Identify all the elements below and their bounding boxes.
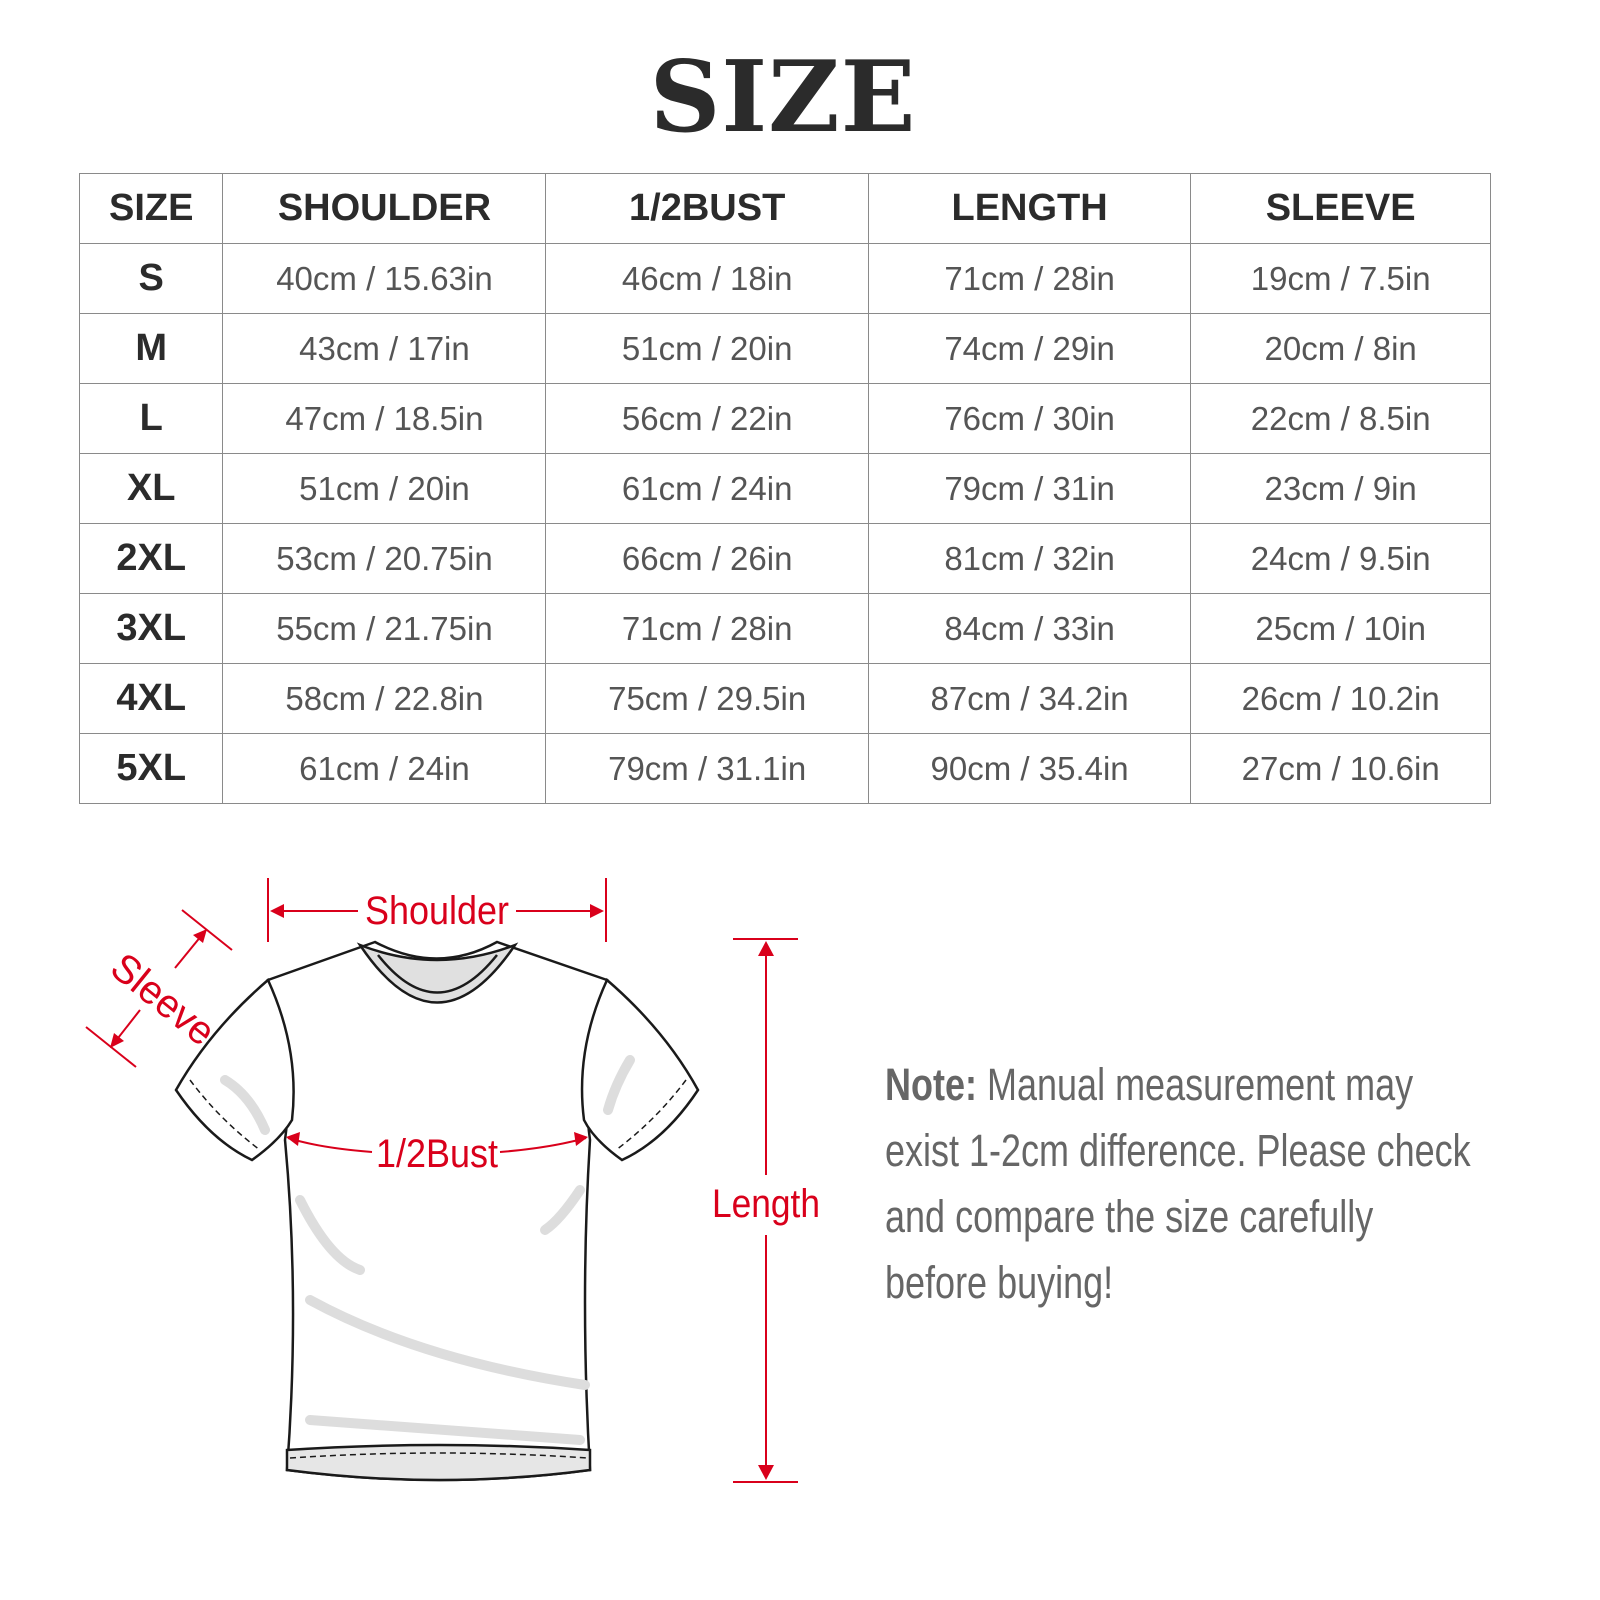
size-cell: 2XL bbox=[78, 523, 224, 594]
measurement-cell: 47cm / 18.5in bbox=[222, 383, 547, 454]
size-cell: 4XL bbox=[78, 663, 224, 734]
measurement-cell: 51cm / 20in bbox=[222, 453, 547, 524]
size-cell: M bbox=[78, 313, 224, 384]
measurement-cell: 27cm / 10.6in bbox=[1190, 733, 1491, 804]
table-row: XL 51cm / 20in 61cm / 24in 79cm / 31in 23cm … bbox=[78, 453, 1491, 524]
size-cell: L bbox=[78, 383, 224, 454]
column-header: SIZE bbox=[78, 173, 224, 244]
measurement-cell: 76cm / 30in bbox=[867, 383, 1192, 454]
measurement-cell: 75cm / 29.5in bbox=[545, 663, 869, 734]
measurement-cell: 71cm / 28in bbox=[867, 243, 1192, 314]
table-row: M 43cm / 17in 51cm / 20in 74cm / 29in 20cm /… bbox=[78, 313, 1491, 384]
measurement-cell: 25cm / 10in bbox=[1190, 593, 1491, 664]
measurement-cell: 66cm / 26in bbox=[545, 523, 869, 594]
size-table: SIZE SHOULDER 1/2BUST LENGTH SLEEVE S 40cm / … bbox=[78, 173, 1491, 804]
tshirt-illustration bbox=[174, 940, 700, 1482]
size-cell: 3XL bbox=[78, 593, 224, 664]
measurement-cell: 53cm / 20.75in bbox=[222, 523, 547, 594]
fabric-fold-shading bbox=[220, 1055, 635, 1445]
measurement-cell: 84cm / 33in bbox=[867, 593, 1192, 664]
size-cell: S bbox=[78, 243, 224, 314]
tshirt-diagram: Shoulder Sleeve 1/2Bust Length bbox=[85, 878, 820, 1483]
measurement-cell: 87cm / 34.2in bbox=[867, 663, 1192, 734]
measurement-cell: 26cm / 10.2in bbox=[1190, 663, 1491, 734]
measurement-cell: 23cm / 9in bbox=[1190, 453, 1491, 524]
measurement-cell: 74cm / 29in bbox=[867, 313, 1192, 384]
table-row: 3XL 55cm / 21.75in 71cm / 28in 84cm / 33in 2… bbox=[78, 593, 1491, 664]
table-row: 5XL 61cm / 24in 79cm / 31.1in 90cm / 35.4in… bbox=[78, 733, 1491, 804]
measurement-cell: 58cm / 22.8in bbox=[222, 663, 547, 734]
table-row: L 47cm / 18.5in 56cm / 22in 76cm / 30in 22cm… bbox=[78, 383, 1491, 454]
measurement-cell: 55cm / 21.75in bbox=[222, 593, 547, 664]
measurement-cell: 40cm / 15.63in bbox=[222, 243, 547, 314]
measurement-lines bbox=[85, 878, 798, 1483]
measurement-cell: 19cm / 7.5in bbox=[1190, 243, 1491, 314]
measurement-cell: 24cm / 9.5in bbox=[1190, 523, 1491, 594]
length-label: Length bbox=[712, 1182, 820, 1226]
note-text: Note: Manual measurement may exist 1-2cm… bbox=[885, 1052, 1477, 1316]
shoulder-label: Shoulder bbox=[365, 889, 509, 933]
table-row: 4XL 58cm / 22.8in 75cm / 29.5in 87cm / 34.2… bbox=[78, 663, 1491, 734]
sleeve-label: Sleeve bbox=[102, 945, 223, 1055]
column-header: 1/2BUST bbox=[545, 173, 869, 244]
measurement-cell: 79cm / 31.1in bbox=[545, 733, 869, 804]
page-title: SIZE bbox=[649, 40, 917, 155]
column-header: SHOULDER bbox=[222, 173, 547, 244]
measurement-cell: 81cm / 32in bbox=[867, 523, 1192, 594]
measurement-cell: 51cm / 20in bbox=[545, 313, 869, 384]
note-body: Manual measurement may exist 1-2cm diffe… bbox=[885, 1059, 1471, 1308]
column-header: SLEEVE bbox=[1190, 173, 1491, 244]
measurement-cell: 79cm / 31in bbox=[867, 453, 1192, 524]
column-header: LENGTH bbox=[867, 173, 1192, 244]
measurement-cell: 71cm / 28in bbox=[545, 593, 869, 664]
measurement-cell: 56cm / 22in bbox=[545, 383, 869, 454]
measurement-cell: 22cm / 8.5in bbox=[1190, 383, 1491, 454]
table-header-row: SIZE SHOULDER 1/2BUST LENGTH SLEEVE bbox=[78, 173, 1491, 244]
measurement-cell: 46cm / 18in bbox=[545, 243, 869, 314]
measurement-cell: 90cm / 35.4in bbox=[867, 733, 1192, 804]
measurement-cell: 20cm / 8in bbox=[1190, 313, 1491, 384]
measurement-cell: 43cm / 17in bbox=[222, 313, 547, 384]
table-row: S 40cm / 15.63in 46cm / 18in 71cm / 28in 19c… bbox=[78, 243, 1491, 314]
size-cell: XL bbox=[78, 453, 224, 524]
measurement-cell: 61cm / 24in bbox=[545, 453, 869, 524]
note-label: Note: bbox=[885, 1059, 977, 1110]
bust-label: 1/2Bust bbox=[376, 1132, 498, 1176]
table-row: 2XL 53cm / 20.75in 66cm / 26in 81cm / 32in 2… bbox=[78, 523, 1491, 594]
measurement-cell: 61cm / 24in bbox=[222, 733, 547, 804]
size-cell: 5XL bbox=[78, 733, 224, 804]
